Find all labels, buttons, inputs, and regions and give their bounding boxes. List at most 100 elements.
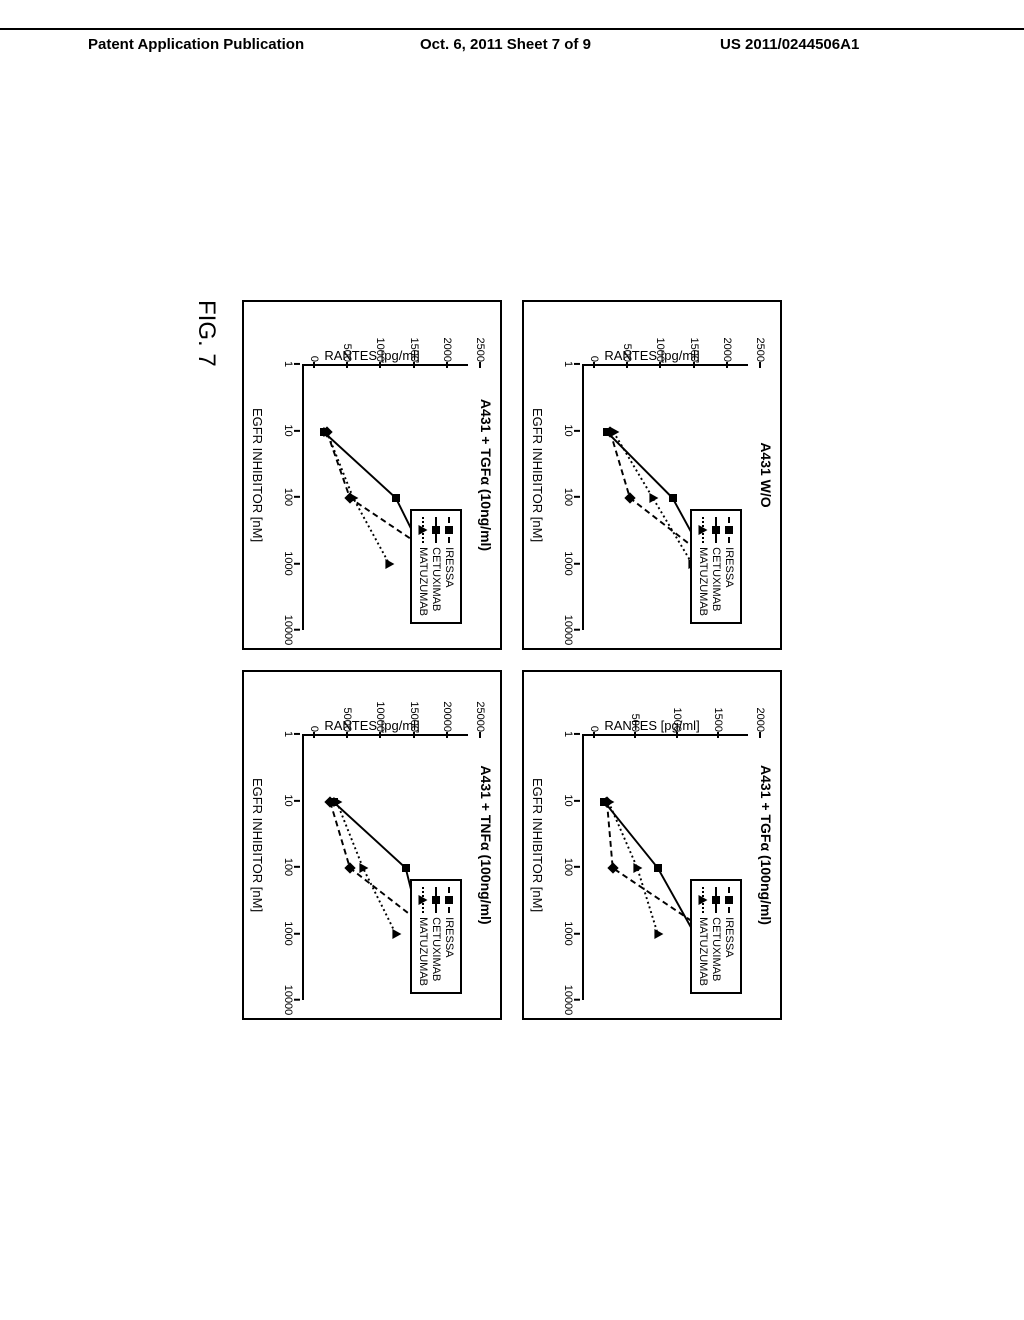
plot-area: IRESSACETUXIMABMATUZUMAB bbox=[302, 734, 468, 1000]
plot-area: IRESSACETUXIMABMATUZUMAB bbox=[582, 364, 748, 630]
y-tick: 0 bbox=[308, 356, 320, 362]
y-tick: 0 bbox=[588, 356, 600, 362]
panels-grid: A431 W/ORANTES [pg/ml]EGFR INHIBITOR [nM… bbox=[242, 300, 782, 1020]
y-tick: 2500 bbox=[754, 338, 766, 362]
legend-item: CETUXIMAB bbox=[430, 517, 442, 616]
x-tick: 1000 bbox=[562, 921, 574, 945]
legend-label: MATUZUMAB bbox=[417, 547, 429, 616]
y-ticks: 05001000150020002500 bbox=[582, 324, 748, 362]
y-tick: 2000 bbox=[721, 338, 733, 362]
legend-label: IRESSA bbox=[443, 547, 455, 587]
y-tick: 1500 bbox=[408, 338, 420, 362]
legend: IRESSACETUXIMABMATUZUMAB bbox=[690, 879, 742, 994]
y-tick: 0 bbox=[588, 726, 600, 732]
x-tick: 1000 bbox=[282, 551, 294, 575]
legend-label: IRESSA bbox=[723, 917, 735, 957]
series-line-matuzumab bbox=[337, 802, 396, 934]
y-tick: 500 bbox=[630, 714, 642, 732]
x-tick: 10 bbox=[282, 794, 294, 806]
x-tick: 10000 bbox=[562, 615, 574, 646]
y-tick: 20000 bbox=[441, 701, 453, 732]
y-tick: 1000 bbox=[374, 338, 386, 362]
legend-label: CETUXIMAB bbox=[710, 547, 722, 611]
legend-item: IRESSA bbox=[723, 517, 735, 616]
x-ticks: 110100100010000 bbox=[280, 364, 298, 630]
x-tick: 1 bbox=[562, 361, 574, 367]
y-tick: 10000 bbox=[374, 701, 386, 732]
y-tick: 500 bbox=[621, 344, 633, 362]
legend: IRESSACETUXIMABMATUZUMAB bbox=[410, 879, 462, 994]
legend-item: CETUXIMAB bbox=[430, 887, 442, 986]
legend-item: IRESSA bbox=[723, 887, 735, 986]
x-tick: 100 bbox=[282, 858, 294, 876]
legend-label: CETUXIMAB bbox=[430, 917, 442, 981]
panel-title: A431 + TNFα (100ng/ml) bbox=[478, 765, 494, 924]
x-tick: 1 bbox=[562, 731, 574, 737]
x-ticks: 110100100010000 bbox=[280, 734, 298, 1000]
y-tick: 1500 bbox=[688, 338, 700, 362]
y-tick: 0 bbox=[308, 726, 320, 732]
series-line-matuzumab bbox=[609, 802, 658, 934]
x-ticks: 110100100010000 bbox=[560, 734, 578, 1000]
legend-item: MATUZUMAB bbox=[417, 517, 429, 616]
y-tick: 2000 bbox=[441, 338, 453, 362]
x-axis-label: EGFR INHIBITOR [nM] bbox=[530, 408, 545, 542]
legend-item: MATUZUMAB bbox=[417, 887, 429, 986]
legend-item: MATUZUMAB bbox=[697, 517, 709, 616]
chart-panel-p1: A431 W/ORANTES [pg/ml]EGFR INHIBITOR [nM… bbox=[522, 300, 782, 650]
series-line-cetuximab bbox=[334, 802, 423, 934]
plot-area: IRESSACETUXIMABMATUZUMAB bbox=[582, 734, 748, 1000]
legend-label: IRESSA bbox=[723, 547, 735, 587]
header-mid: Oct. 6, 2011 Sheet 7 of 9 bbox=[420, 36, 591, 53]
y-ticks: 05001000150020002500 bbox=[302, 324, 468, 362]
chart-panel-p4: A431 + TNFα (100ng/ml)RANTES [pg/ml]EGFR… bbox=[242, 670, 502, 1020]
x-tick: 10 bbox=[282, 424, 294, 436]
x-tick: 10000 bbox=[282, 985, 294, 1016]
legend-label: CETUXIMAB bbox=[430, 547, 442, 611]
x-tick: 10 bbox=[562, 424, 574, 436]
x-tick: 1000 bbox=[282, 921, 294, 945]
legend-label: CETUXIMAB bbox=[710, 917, 722, 981]
panel-title: A431 + TGFα (10ng/ml) bbox=[478, 399, 494, 551]
legend-label: MATUZUMAB bbox=[697, 547, 709, 616]
legend-item: IRESSA bbox=[443, 887, 455, 986]
legend-label: MATUZUMAB bbox=[417, 917, 429, 986]
y-ticks: 0500010000150002000025000 bbox=[302, 694, 468, 732]
figure-label: FIG. 7 bbox=[192, 300, 220, 367]
legend-item: CETUXIMAB bbox=[710, 517, 722, 616]
panel-title: A431 W/O bbox=[758, 442, 774, 507]
y-tick: 2500 bbox=[474, 338, 486, 362]
y-tick: 1000 bbox=[671, 708, 683, 732]
chart-panel-p2: A431 + TGFα (100ng/ml)RANTES [pg/ml]EGFR… bbox=[522, 670, 782, 1020]
y-tick: 500 bbox=[341, 344, 353, 362]
x-ticks: 110100100010000 bbox=[560, 364, 578, 630]
y-tick: 5000 bbox=[341, 708, 353, 732]
x-tick: 10000 bbox=[562, 985, 574, 1016]
x-axis-label: EGFR INHIBITOR [nM] bbox=[250, 778, 265, 912]
y-tick: 1500 bbox=[713, 708, 725, 732]
header-right: US 2011/0244506A1 bbox=[720, 36, 859, 53]
x-tick: 100 bbox=[562, 488, 574, 506]
legend: IRESSACETUXIMABMATUZUMAB bbox=[690, 509, 742, 624]
y-tick: 1000 bbox=[654, 338, 666, 362]
y-ticks: 0500100015002000 bbox=[582, 694, 748, 732]
x-tick: 10 bbox=[562, 794, 574, 806]
legend-label: MATUZUMAB bbox=[697, 917, 709, 986]
x-tick: 10000 bbox=[282, 615, 294, 646]
plot-area: IRESSACETUXIMABMATUZUMAB bbox=[302, 364, 468, 630]
legend-label: IRESSA bbox=[443, 917, 455, 957]
panel-title: A431 + TGFα (100ng/ml) bbox=[758, 765, 774, 925]
x-tick: 1 bbox=[282, 361, 294, 367]
header-left: Patent Application Publication bbox=[88, 36, 304, 53]
x-tick: 100 bbox=[562, 858, 574, 876]
x-tick: 1000 bbox=[562, 551, 574, 575]
x-tick: 100 bbox=[282, 488, 294, 506]
chart-panel-p3: A431 + TGFα (10ng/ml)RANTES [pg/ml]EGFR … bbox=[242, 300, 502, 650]
legend-item: CETUXIMAB bbox=[710, 887, 722, 986]
legend: IRESSACETUXIMABMATUZUMAB bbox=[410, 509, 462, 624]
x-axis-label: EGFR INHIBITOR [nM] bbox=[530, 778, 545, 912]
y-tick: 2000 bbox=[754, 708, 766, 732]
x-tick: 1 bbox=[282, 731, 294, 737]
series-line-matuzumab bbox=[327, 432, 389, 564]
y-tick: 25000 bbox=[474, 701, 486, 732]
